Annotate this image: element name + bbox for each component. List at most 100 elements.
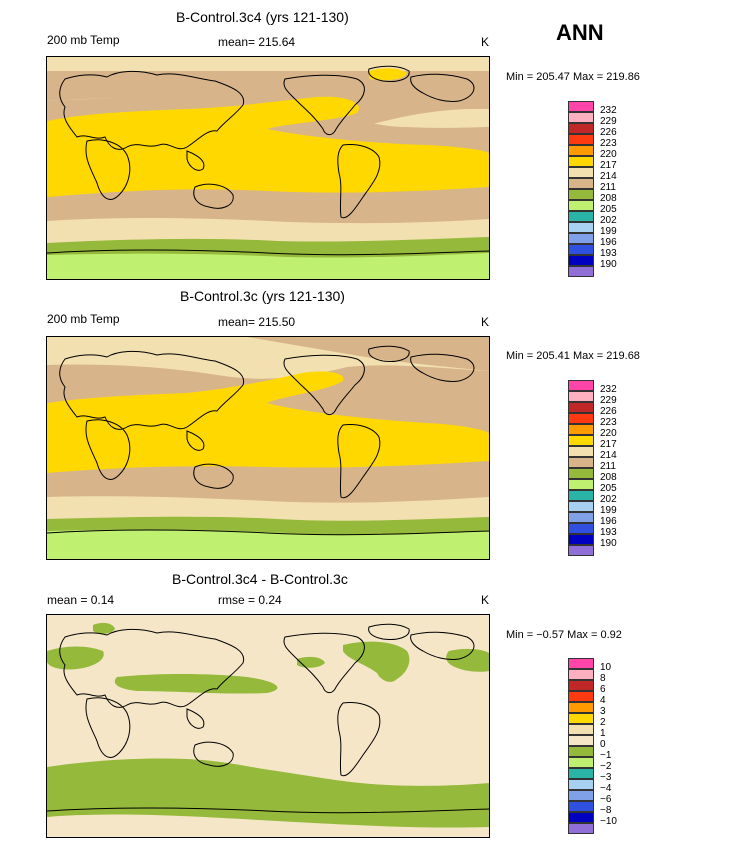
colorbar-tick: 10 bbox=[600, 662, 612, 673]
panel3-mean-label: mean = 0.14 bbox=[47, 593, 115, 607]
colorbar-tick: 226 bbox=[600, 127, 617, 138]
colorbar-tick: 205 bbox=[600, 483, 617, 494]
panel1-swatch bbox=[568, 101, 594, 112]
colorbar-tick: 199 bbox=[600, 226, 617, 237]
colorbar-tick: 4 bbox=[600, 695, 606, 706]
panel2-minmax: Min = 205.41 Max = 219.68 bbox=[506, 350, 640, 362]
panel1-swatch bbox=[568, 112, 594, 123]
panel3-swatch bbox=[568, 746, 594, 757]
panel1-swatch bbox=[568, 156, 594, 167]
panel3-title: B-Control.3c4 - B-Control.3c bbox=[172, 571, 348, 587]
panel3-swatch bbox=[568, 768, 594, 779]
colorbar-tick: 223 bbox=[600, 138, 617, 149]
panel1-swatch bbox=[568, 244, 594, 255]
colorbar-tick: 190 bbox=[600, 538, 617, 549]
panel2-swatch bbox=[568, 457, 594, 468]
panel2-swatch bbox=[568, 391, 594, 402]
panel1-swatch bbox=[568, 255, 594, 266]
colorbar-tick: 196 bbox=[600, 516, 617, 527]
colorbar-tick: 211 bbox=[600, 182, 616, 193]
panel2-colorbar: 232 229 226 223 220 217 214 211 208 205 … bbox=[568, 380, 648, 556]
panel1-colorbar: 232 229 226 223 220 217 214 211 208 205 … bbox=[568, 101, 648, 277]
colorbar-tick: 6 bbox=[600, 684, 606, 695]
panel3-units-label: K bbox=[481, 593, 490, 607]
panel1-swatch bbox=[568, 222, 594, 233]
panel2-units-label: K bbox=[481, 315, 490, 329]
panel1-swatch bbox=[568, 266, 594, 277]
panel3-swatch bbox=[568, 658, 594, 669]
panel2-swatch bbox=[568, 534, 594, 545]
colorbar-tick: 1 bbox=[600, 728, 606, 739]
panel1-mean-label: mean= 215.64 bbox=[218, 35, 296, 49]
panel2-swatch bbox=[568, 424, 594, 435]
panel2-swatch bbox=[568, 435, 594, 446]
panel3-swatch bbox=[568, 702, 594, 713]
colorbar-tick: 229 bbox=[600, 395, 617, 406]
colorbar-tick: 208 bbox=[600, 193, 617, 204]
panel2-swatch bbox=[568, 380, 594, 391]
panel2-swatch bbox=[568, 446, 594, 457]
colorbar-tick: −4 bbox=[600, 783, 612, 794]
colorbar-tick: −8 bbox=[600, 805, 612, 816]
panel1-swatch bbox=[568, 145, 594, 156]
panel2-map bbox=[46, 336, 490, 560]
panel2-variable-label: 200 mb Temp bbox=[47, 312, 120, 326]
panel3-swatch bbox=[568, 790, 594, 801]
panel3-swatch bbox=[568, 812, 594, 823]
panel1-swatch bbox=[568, 189, 594, 200]
colorbar-tick: −1 bbox=[600, 750, 612, 761]
panel1-swatch bbox=[568, 123, 594, 134]
colorbar-tick: 205 bbox=[600, 204, 617, 215]
colorbar-tick: 8 bbox=[600, 673, 606, 684]
colorbar-tick: 214 bbox=[600, 450, 617, 461]
colorbar-tick: 190 bbox=[600, 259, 617, 270]
colorbar-tick: 2 bbox=[600, 717, 606, 728]
panel2-title: B-Control.3c (yrs 121-130) bbox=[180, 288, 345, 304]
panel1-swatch bbox=[568, 178, 594, 189]
panel3-swatch bbox=[568, 823, 594, 834]
panel1-swatch bbox=[568, 233, 594, 244]
colorbar-tick: −10 bbox=[600, 816, 617, 827]
colorbar-tick: −3 bbox=[600, 772, 612, 783]
colorbar-tick: 226 bbox=[600, 406, 617, 417]
colorbar-tick: 202 bbox=[600, 215, 617, 226]
colorbar-tick: 220 bbox=[600, 428, 617, 439]
panel1-variable-label: 200 mb Temp bbox=[47, 33, 120, 47]
panel3-swatch bbox=[568, 735, 594, 746]
colorbar-tick: 208 bbox=[600, 472, 617, 483]
panel2-swatch bbox=[568, 545, 594, 556]
panel3-swatch bbox=[568, 779, 594, 790]
panel2-swatch bbox=[568, 512, 594, 523]
panel3-swatch bbox=[568, 713, 594, 724]
panel1-map bbox=[46, 56, 490, 280]
panel3-colorbar: 10 8 6 4 3 2 1 0 −1 −2 −3 −4 −6 −8 −10 bbox=[568, 658, 648, 834]
colorbar-tick: 202 bbox=[600, 494, 617, 505]
panel1-swatch bbox=[568, 167, 594, 178]
colorbar-tick: 193 bbox=[600, 248, 617, 259]
colorbar-tick: 232 bbox=[600, 384, 617, 395]
panel3-swatch bbox=[568, 724, 594, 735]
colorbar-tick: −6 bbox=[600, 794, 612, 805]
panel1-swatch bbox=[568, 211, 594, 222]
panel1-units-label: K bbox=[481, 35, 490, 49]
panel3-swatch bbox=[568, 801, 594, 812]
panel3-rmse-label: rmse = 0.24 bbox=[218, 593, 282, 607]
panel2-swatch bbox=[568, 479, 594, 490]
panel2-swatch bbox=[568, 501, 594, 512]
colorbar-tick: 214 bbox=[600, 171, 617, 182]
panel2-swatch bbox=[568, 402, 594, 413]
colorbar-tick: 223 bbox=[600, 417, 617, 428]
colorbar-tick: 3 bbox=[600, 706, 606, 717]
colorbar-tick: 193 bbox=[600, 527, 617, 538]
panel1-minmax: Min = 205.47 Max = 219.86 bbox=[506, 71, 640, 83]
colorbar-tick: 232 bbox=[600, 105, 617, 116]
panel3-swatch bbox=[568, 680, 594, 691]
colorbar-tick: 211 bbox=[600, 461, 616, 472]
colorbar-tick: −2 bbox=[600, 761, 612, 772]
panel1-swatch bbox=[568, 134, 594, 145]
colorbar-tick: 220 bbox=[600, 149, 617, 160]
colorbar-tick: 217 bbox=[600, 439, 617, 450]
panel3-swatch bbox=[568, 691, 594, 702]
colorbar-tick: 199 bbox=[600, 505, 617, 516]
panel1-title: B-Control.3c4 (yrs 121-130) bbox=[176, 9, 349, 25]
